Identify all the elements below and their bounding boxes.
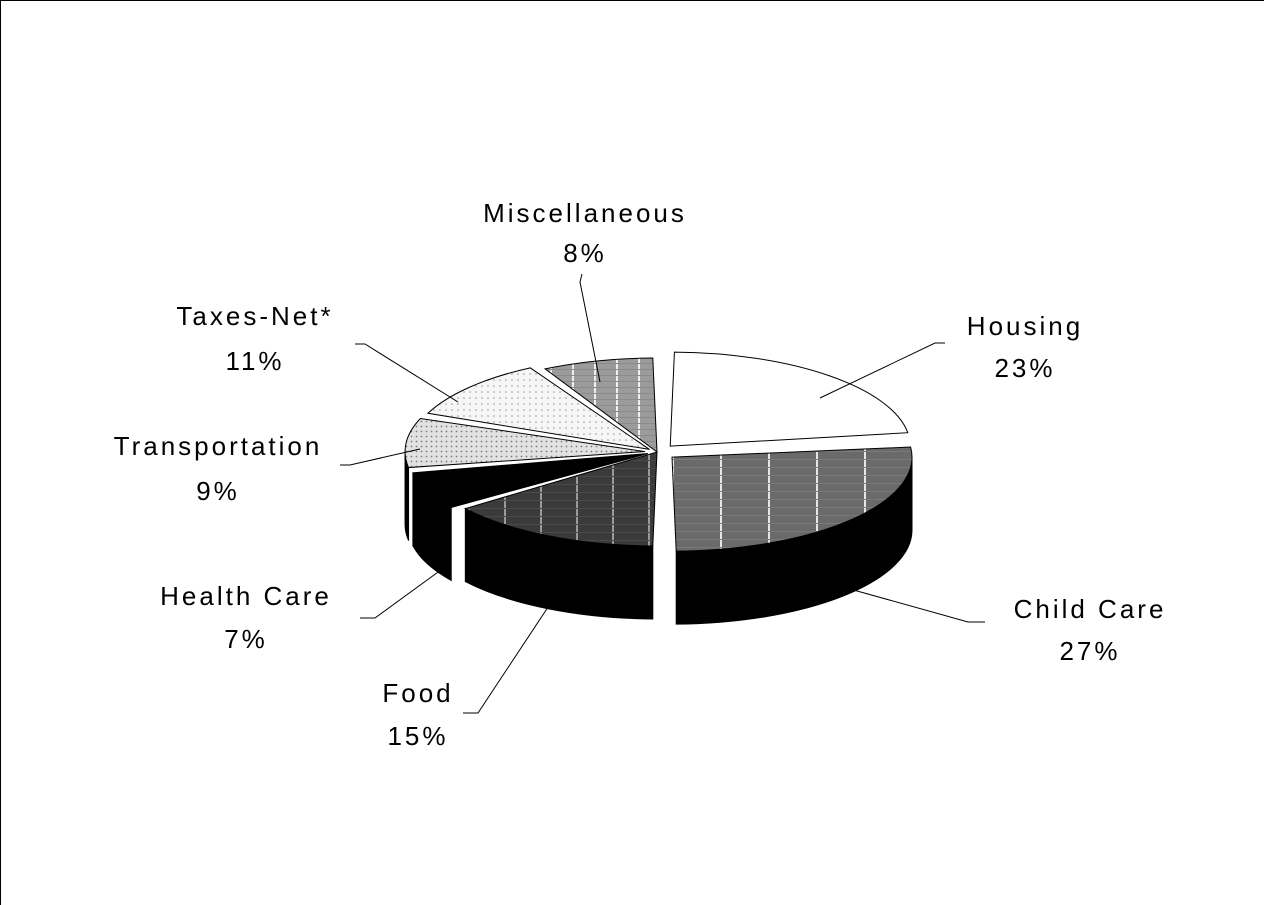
slice-label: Child Care bbox=[1014, 594, 1167, 624]
slice-child-care bbox=[671, 446, 913, 552]
slice-value-label: 27% bbox=[1059, 636, 1120, 666]
slice-value-label: 8% bbox=[563, 238, 607, 268]
leader-line bbox=[340, 448, 421, 466]
slice-value-label: 9% bbox=[196, 476, 240, 506]
slice-label: Housing bbox=[967, 311, 1083, 341]
slice-label: Food bbox=[382, 678, 453, 708]
slice-health-care bbox=[412, 453, 648, 509]
slice-value-label: 15% bbox=[387, 721, 448, 751]
leader-line bbox=[355, 343, 459, 403]
slice-label: Miscellaneous bbox=[483, 198, 687, 228]
slice-food bbox=[464, 451, 658, 547]
slice-taxes-net- bbox=[426, 367, 650, 450]
slice-transportation bbox=[404, 417, 646, 469]
slice-housing bbox=[669, 351, 909, 447]
leader-line bbox=[579, 273, 601, 383]
leader-line bbox=[463, 588, 561, 714]
leader-line bbox=[849, 588, 985, 623]
slice-value-label: 7% bbox=[224, 624, 268, 654]
slice-value-label: 23% bbox=[994, 353, 1055, 383]
slice-label: Health Care bbox=[160, 581, 332, 611]
slice-label: Transportation bbox=[114, 431, 323, 461]
slice-value-label: 11% bbox=[225, 346, 284, 376]
leader-line bbox=[819, 342, 945, 399]
slice-miscellaneous bbox=[543, 357, 658, 454]
leader-line bbox=[360, 566, 446, 619]
slice-label: Taxes-Net* bbox=[176, 301, 333, 331]
